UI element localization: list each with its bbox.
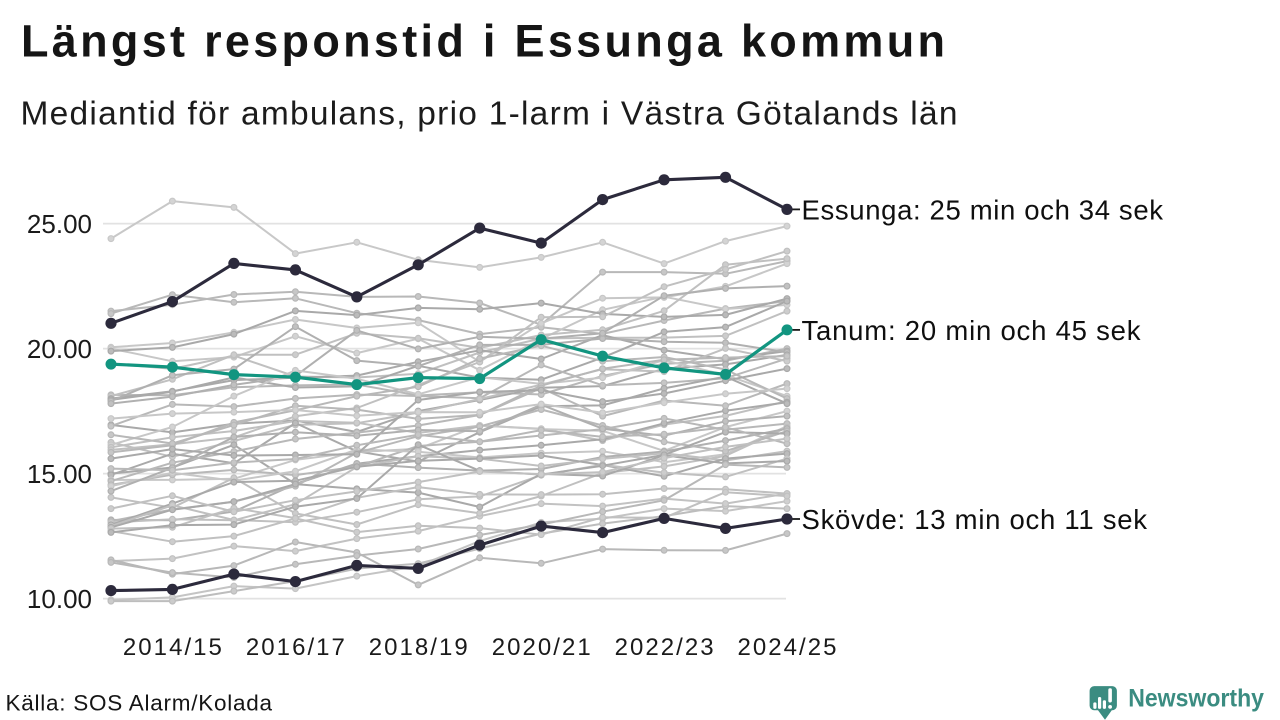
- svg-text:2016/17: 2016/17: [246, 634, 345, 661]
- svg-text:Tanum: 20 min och 45 sek: Tanum: 20 min och 45 sek: [802, 315, 1141, 346]
- svg-text:Skövde: 13 min och 11 sek: Skövde: 13 min och 11 sek: [802, 504, 1148, 535]
- svg-text:25.00: 25.00: [27, 209, 92, 239]
- svg-text:20.00: 20.00: [27, 334, 92, 364]
- svg-text:Källa: SOS Alarm/Kolada: Källa: SOS Alarm/Kolada: [6, 691, 273, 716]
- svg-text:2024/25: 2024/25: [738, 634, 837, 661]
- svg-text:2014/15: 2014/15: [123, 634, 222, 661]
- svg-text:2020/21: 2020/21: [492, 634, 591, 661]
- svg-text:Newsworthy: Newsworthy: [1128, 685, 1264, 713]
- svg-text:Mediantid för ambulans, prio 1: Mediantid för ambulans, prio 1-larm i Vä…: [21, 95, 958, 132]
- svg-text:Längst responstid i Essunga ko: Längst responstid i Essunga kommun: [21, 15, 945, 66]
- svg-text:2022/23: 2022/23: [615, 634, 714, 661]
- svg-text:Essunga: 25 min och 34 sek: Essunga: 25 min och 34 sek: [802, 194, 1164, 225]
- svg-text:2018/19: 2018/19: [369, 634, 468, 661]
- svg-text:10.00: 10.00: [27, 584, 92, 614]
- svg-text:15.00: 15.00: [27, 459, 92, 489]
